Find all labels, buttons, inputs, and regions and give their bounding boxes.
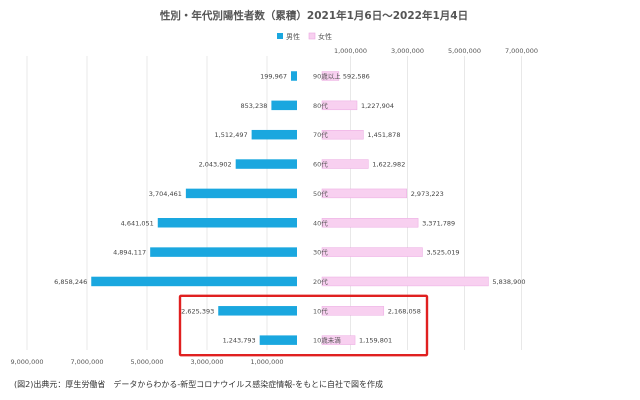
male-bar [218,306,297,316]
legend-female-label: 女性 [318,32,332,41]
category-label: 40代 [313,218,328,227]
legend-male-label: 男性 [286,32,300,41]
female-value-label: 1,227,904 [361,102,394,110]
female-value-label: 1,159,801 [359,337,392,345]
male-bar [259,335,297,345]
female-value-label: 2,168,058 [388,307,421,315]
male-bar [235,159,297,169]
category-label: 30代 [313,248,328,257]
female-value-label: 3,371,789 [422,219,455,227]
male-axis-tick-label: 5,000,000 [130,358,163,366]
category-label: 20代 [313,277,328,286]
female-value-label: 2,973,223 [411,190,444,198]
category-label: 90歳以上 [313,72,341,81]
male-bar [91,276,297,287]
legend-male-swatch [277,33,283,39]
female-value-label: 3,525,019 [426,249,459,257]
female-bar [321,306,385,316]
legend: 男性 女性 [277,32,332,41]
female-bar [321,276,489,287]
female-axis-tick-label: 7,000,000 [505,47,538,55]
data-labels: 90歳以上 199,967 592,586 80代 853,238 1,227,904 70… [54,72,525,345]
male-bar [271,100,297,111]
female-axis-tick-label: 5,000,000 [448,47,481,55]
male-axis-tick-label: 1,000,000 [250,358,283,366]
female-bar [321,159,369,169]
male-value-label: 4,641,051 [121,219,154,227]
male-bar [251,129,297,140]
male-value-label: 6,858,246 [54,278,87,286]
category-label: 10代 [313,306,328,315]
female-bar [321,130,364,140]
female-bar [321,247,423,257]
male-value-label: 2,625,393 [181,307,214,315]
legend-female-swatch [308,32,316,40]
female-bar [321,71,340,81]
axes: 9,000,000 7,000,000 5,000,000 3,000,000 1,00… [10,47,538,366]
female-value-label: 1,622,982 [372,161,405,169]
category-label: 80代 [313,101,328,110]
female-bar [321,188,407,199]
male-axis-tick-label: 7,000,000 [70,358,103,366]
female-value-label: 592,586 [343,73,370,81]
female-axis-tick-label: 3,000,000 [391,47,424,55]
male-value-label: 1,243,793 [223,337,256,345]
male-value-label: 1,512,497 [215,131,248,139]
male-bar [150,247,297,257]
bars [91,71,489,345]
female-bar [321,218,419,228]
male-value-label: 853,238 [241,102,268,110]
female-value-label: 5,838,900 [492,278,525,286]
male-value-label: 2,043,902 [199,161,232,169]
male-value-label: 4,894,117 [113,249,146,257]
female-bar [321,100,358,111]
female-axis-tick-label: 1,000,000 [334,47,367,55]
female-bar [321,335,356,345]
male-value-label: 3,704,461 [149,190,182,198]
female-value-label: 1,451,878 [367,131,400,139]
category-label: 10歳未満 [313,336,341,345]
male-bar [157,218,297,228]
chart-title: 性別・年代別陽性者数（累積）2021年1月6日〜2022年1月4日 [160,9,468,22]
male-axis-tick-label: 9,000,000 [10,358,43,366]
male-axis-tick-label: 3,000,000 [190,358,223,366]
category-label: 50代 [313,189,328,198]
highlight-box [178,294,429,357]
category-label: 60代 [313,160,328,169]
male-value-label: 199,967 [260,73,287,81]
grid-lines [26,56,522,350]
category-label: 70代 [313,130,328,139]
male-bar [185,188,297,199]
source-note: (図2)出典元：厚生労働省 データからわかる-新型コロナウイルス感染症情報-をも… [14,380,383,389]
male-bar [291,71,297,81]
